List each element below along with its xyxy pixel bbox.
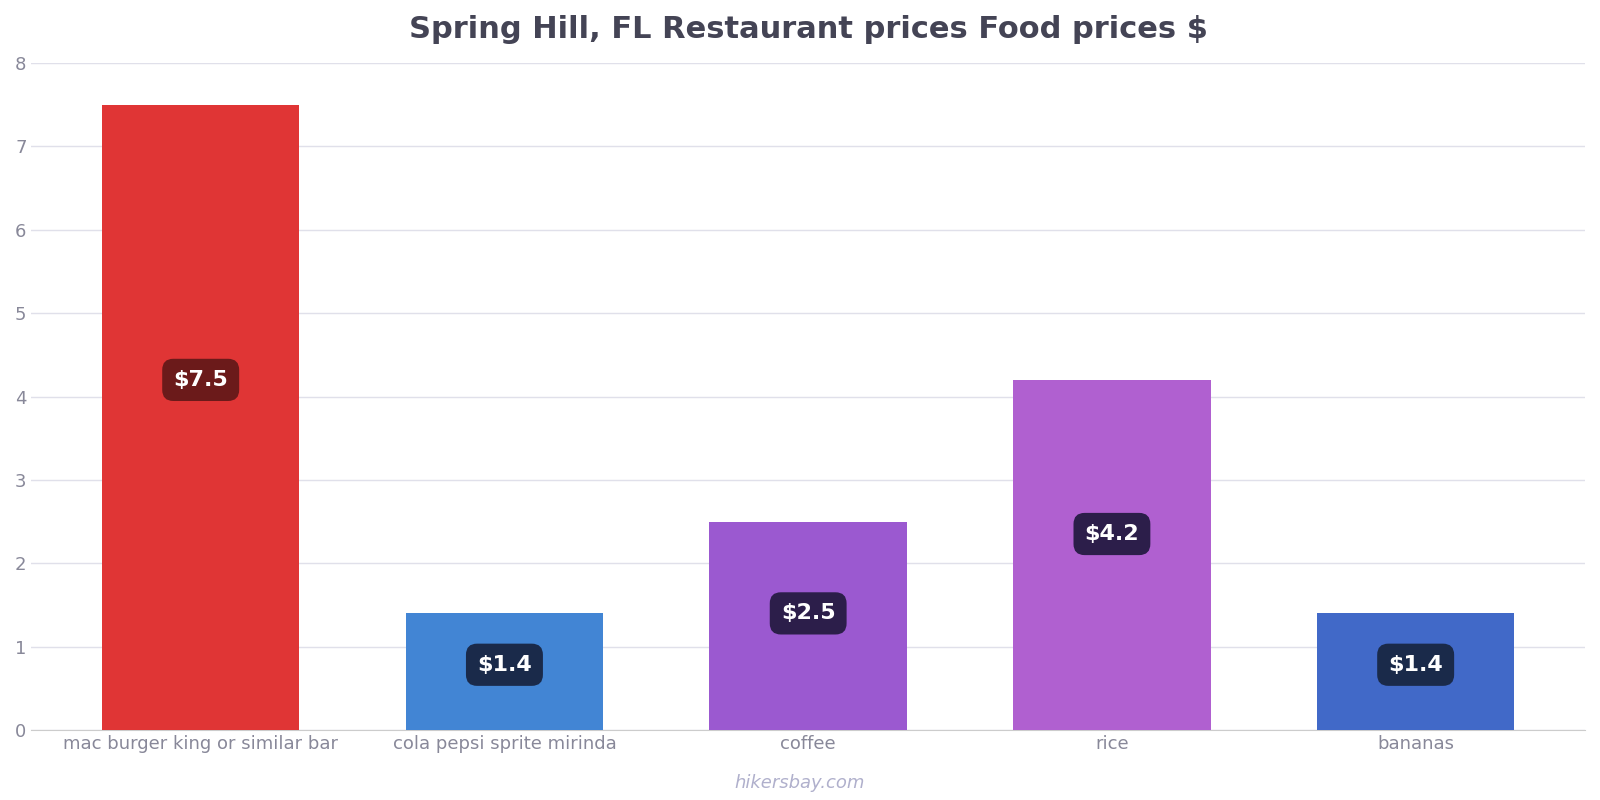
Text: $7.5: $7.5 <box>173 370 229 390</box>
Bar <box>102 105 299 730</box>
Title: Spring Hill, FL Restaurant prices Food prices $: Spring Hill, FL Restaurant prices Food p… <box>408 15 1208 44</box>
Bar <box>1013 380 1211 730</box>
Bar <box>1317 614 1514 730</box>
Bar <box>406 614 603 730</box>
Text: $2.5: $2.5 <box>781 603 835 623</box>
Bar <box>709 522 907 730</box>
Text: hikersbay.com: hikersbay.com <box>734 774 866 792</box>
Text: $1.4: $1.4 <box>477 654 531 674</box>
Text: $1.4: $1.4 <box>1389 654 1443 674</box>
Text: $4.2: $4.2 <box>1085 524 1139 544</box>
